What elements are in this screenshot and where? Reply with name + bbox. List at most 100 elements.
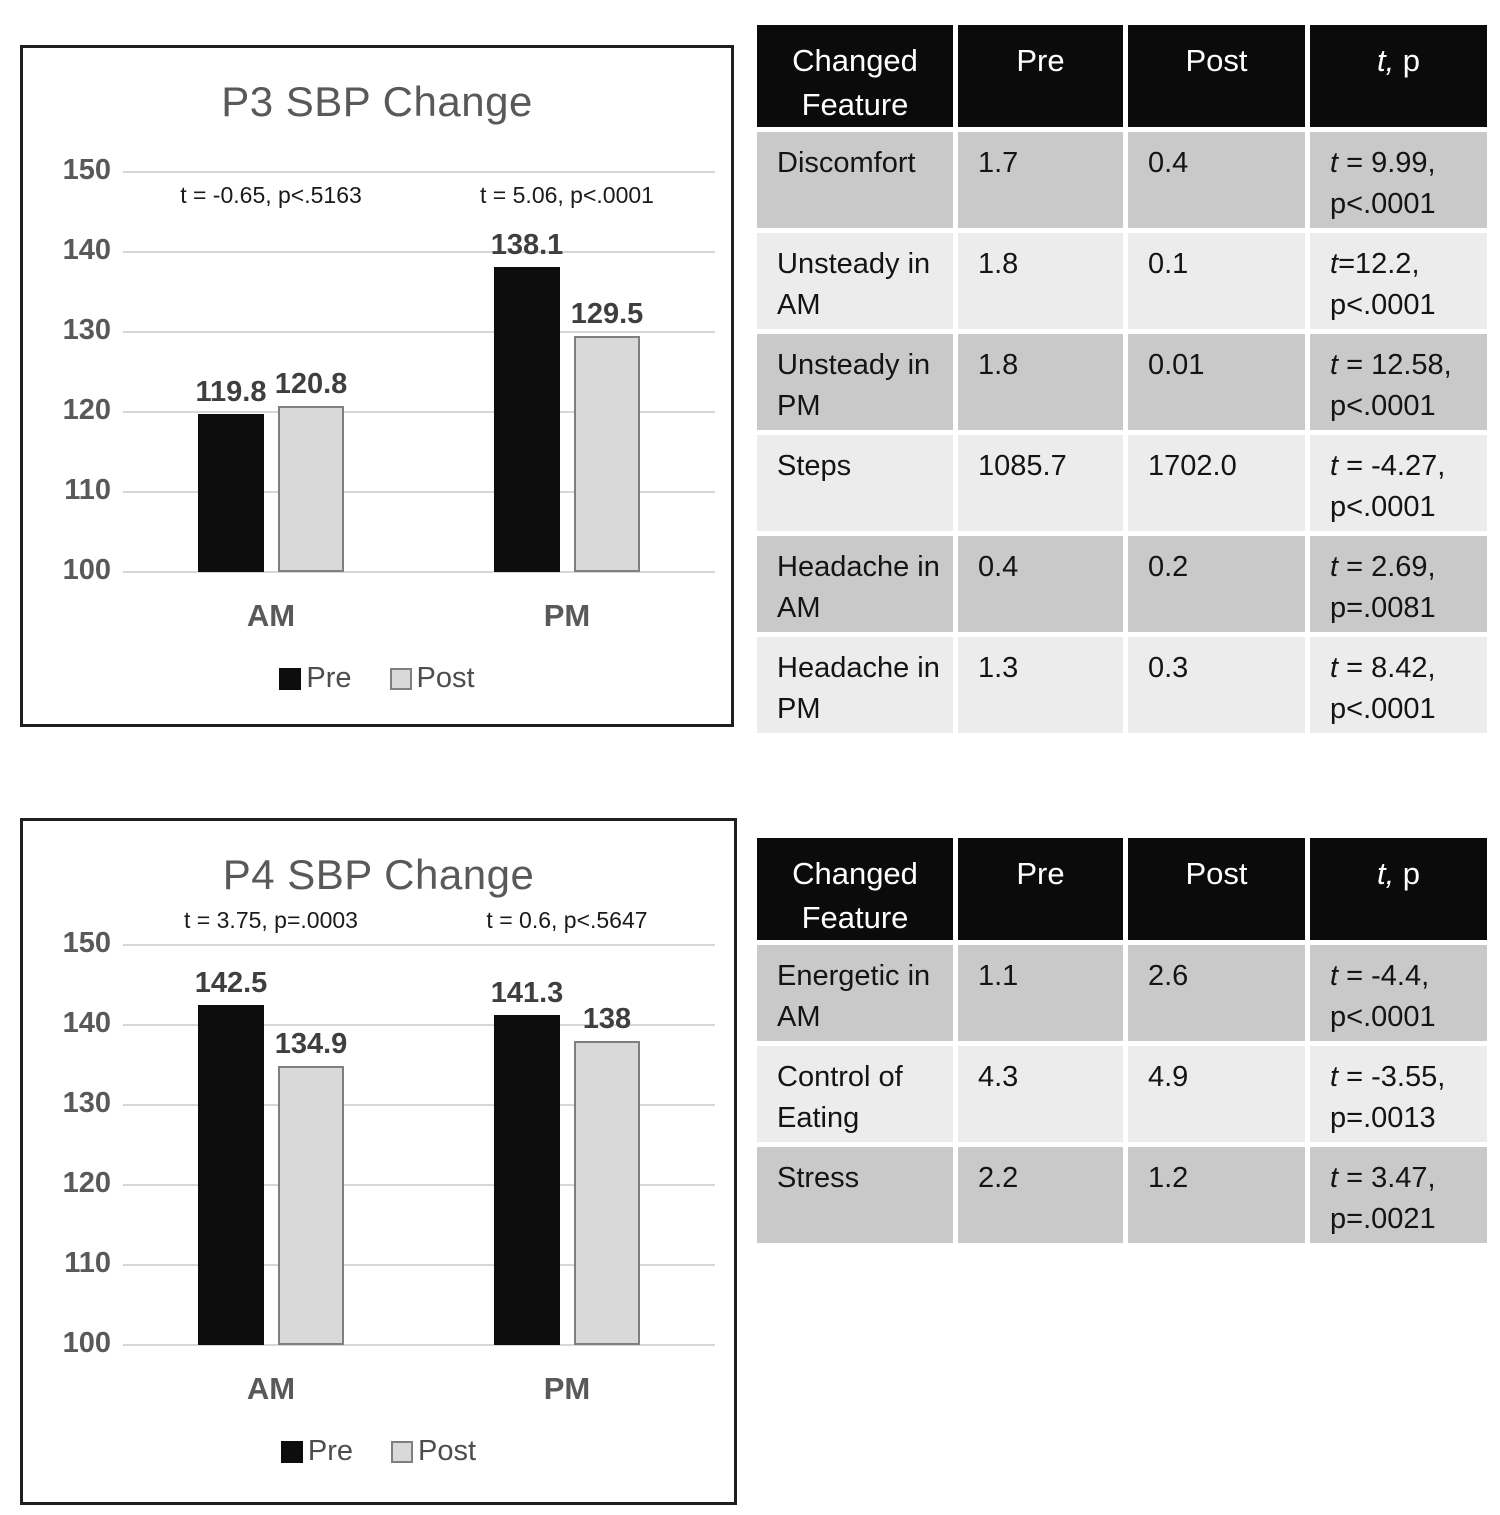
y-axis-tick-label: 110 [64,1247,111,1279]
table-row: Unsteady in AM 1.8 0.1 t=12.2, p<.0001 [757,233,1487,330]
cell-t-p: t = -4.4, p<.0001 [1310,945,1487,1042]
bar-post-am [278,405,344,572]
bar-value-label: 120.8 [274,367,348,400]
table-row: Control of Eating 4.3 4.9 t = -3.55, p=.… [757,1046,1487,1143]
t-statistic: t = -4.27, [1330,450,1446,483]
legend-label: Post [416,662,475,694]
p-value: p=.0081 [1330,592,1436,625]
x-axis-category-label: PM [543,1371,591,1406]
cell-pre: 2.2 [958,1147,1123,1244]
p3-sbp-chart-panel: P3 SBP Change 119.8 120.8 138.1 129.5 Pre Po… [20,45,734,727]
t-statistic: t = -4.4, [1330,960,1430,993]
y-axis-tick-label: 100 [62,554,111,586]
bar-value-label: 141.3 [490,976,564,1009]
y-axis-tick-label: 150 [62,154,111,186]
cell-pre: 0.4 [958,536,1123,633]
legend-item-pre: Pre [280,1435,354,1468]
gridline [123,1104,715,1106]
y-axis-tick-label: 140 [62,1007,111,1039]
p-value: p=.0021 [1330,1203,1436,1236]
stat-annotation: t = -0.65, p<.5163 [180,182,362,208]
chart-title: P4 SBP Change [222,851,535,898]
t-statistic: t = 3.47, [1330,1162,1436,1195]
legend-item-post: Post [389,662,475,695]
t-statistic: t = 9.99, [1330,147,1436,180]
t-statistic: t = 8.42, [1330,652,1436,685]
cell-feature: Steps [757,435,953,532]
col-header-changed-feature: Changed Feature [757,838,953,941]
col-header-pre: Pre [958,25,1123,128]
gridline [123,491,715,493]
bar-post-am [278,1065,344,1345]
y-axis-tick-label: 150 [62,927,111,959]
bar-pre-pm [494,267,560,572]
cell-t-p: t = 3.47, p=.0021 [1310,1147,1487,1244]
legend-label: Pre [306,662,352,694]
gridline [123,411,715,413]
table-row: Unsteady in PM 1.8 0.01 t = 12.58, p<.00… [757,334,1487,431]
gridline [123,251,715,253]
cell-t-p: t = 9.99, p<.0001 [1310,132,1487,229]
table-row: Headache in AM 0.4 0.2 t = 2.69, p=.0081 [757,536,1487,633]
chart-legend: Pre Post [23,662,731,695]
bar-value-label: 138 [582,1003,632,1035]
col-header-post: Post [1128,25,1305,128]
legend-swatch-pre [279,667,302,690]
legend-swatch-post [389,667,412,690]
p-value: p<.0001 [1330,491,1436,524]
bar-value-label: 138.1 [490,229,564,262]
legend-label: Post [418,1435,477,1467]
legend-item-pre: Pre [279,662,352,695]
legend-label: Pre [307,1435,354,1467]
cell-pre: 1.8 [958,334,1123,431]
t-statistic: t = -3.55, [1330,1061,1446,1094]
cell-pre: 1.3 [958,637,1123,734]
bar-pre-am [198,413,264,572]
cell-feature: Energetic in AM [757,945,953,1042]
x-axis-category-label: AM [246,598,296,633]
p-value: p<.0001 [1330,289,1436,322]
cell-t-p: t=12.2, p<.0001 [1310,233,1487,330]
cell-t-p: t = 12.58, p<.0001 [1310,334,1487,431]
table-row: Headache in PM 1.3 0.3 t = 8.42, p<.0001 [757,637,1487,734]
cell-pre: 1.7 [958,132,1123,229]
cell-t-p: t = -4.27, p<.0001 [1310,435,1487,532]
y-axis-tick-label: 120 [62,1167,111,1199]
cell-feature: Headache in AM [757,536,953,633]
p-value: p=.0013 [1330,1102,1436,1135]
bar-post-pm [574,1041,640,1345]
plot-area: 142.5 134.9 141.3 138 [123,944,715,1346]
legend-item-post: Post [391,1435,476,1468]
col-header-post: Post [1128,838,1305,941]
cell-feature: Discomfort [757,132,953,229]
p4-sbp-chart-panel: P4 SBP Change 142.5 134.9 141.3 138 Pre Post… [20,818,737,1505]
gridline [123,1184,715,1186]
p-value: p<.0001 [1330,188,1436,221]
table-header-row: Changed Feature Pre Post t, p [757,25,1487,128]
bar-value-label: 134.9 [274,1027,348,1060]
p-value: p<.0001 [1330,390,1436,423]
y-axis-tick-label: 110 [64,474,111,506]
cell-post: 1702.0 [1128,435,1305,532]
bar-pre-am [198,1005,264,1345]
gridline [123,1264,715,1266]
p-value: p<.0001 [1330,1001,1436,1034]
y-axis-tick-label: 130 [62,1087,111,1119]
cell-pre: 1.8 [958,233,1123,330]
chart-legend: Pre Post [23,1435,734,1468]
cell-post: 1.2 [1128,1147,1305,1244]
bar-pre-pm [494,1014,560,1345]
gridline [123,571,715,573]
gridline [123,1024,715,1026]
gridline [123,331,715,333]
gridline [123,1344,715,1346]
x-axis-category-label: AM [246,1371,296,1406]
bar-value-label: 129.5 [570,298,644,330]
cell-post: 0.3 [1128,637,1305,734]
cell-post: 0.2 [1128,536,1305,633]
cell-t-p: t = -3.55, p=.0013 [1310,1046,1487,1143]
cell-post: 2.6 [1128,945,1305,1042]
col-header-changed-feature: Changed Feature [757,25,953,128]
table-row: Discomfort 1.7 0.4 t = 9.99, p<.0001 [757,132,1487,229]
